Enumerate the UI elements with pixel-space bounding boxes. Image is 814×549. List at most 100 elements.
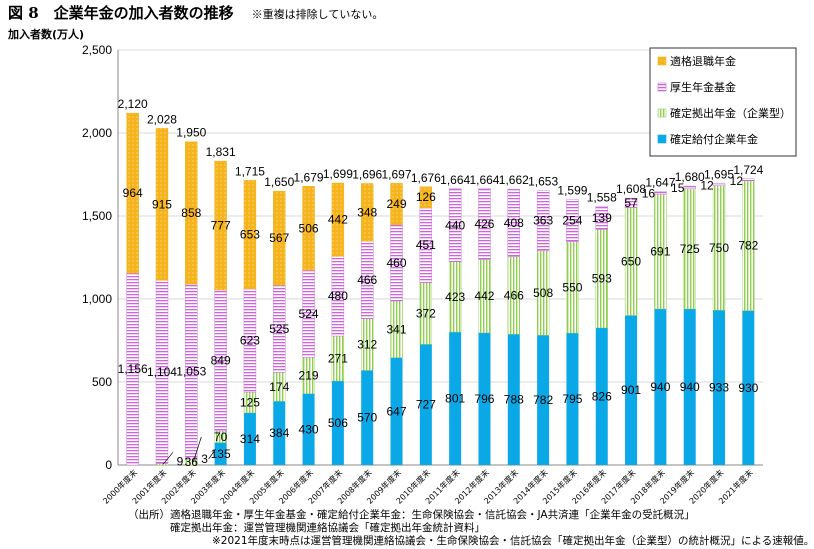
legend-label: 適格退職年金 [670,54,736,68]
data-label: 314 [240,432,260,446]
source-note-line: ※2021年度末時点は運営管理機関連絡協議会・生命保険協会・信託協会「確定拠出年… [128,535,814,547]
legend-swatch [657,56,667,66]
leader-line [208,448,216,460]
bar-segment [419,186,433,208]
data-label: 442 [474,289,494,303]
total-label: 1,664 [440,173,470,187]
bar-segment [243,412,256,465]
data-label: 451 [416,238,436,252]
total-label: 1,697 [382,167,412,181]
data-label: 426 [474,217,494,231]
bar-segment [448,188,462,263]
data-label: 466 [504,289,524,303]
bar-segment [742,310,755,465]
data-label: 593 [592,272,612,286]
total-label: 1,653 [528,175,558,189]
total-label: 1,950 [176,125,206,139]
data-label: 567 [269,231,289,245]
data-label: 796 [474,392,494,406]
data-label: 372 [416,306,436,320]
data-label: 430 [299,422,319,436]
y-tick-label: 0 [105,458,112,472]
figure-note: ※重複は排除していない。 [251,8,384,21]
data-label: 174 [269,380,289,394]
bar-segment [390,357,403,465]
total-label: 1,699 [323,167,353,181]
bar-segment [683,308,696,465]
y-tick-label: 500 [92,375,112,389]
data-label: 271 [328,352,348,366]
total-label: 1,679 [294,170,324,184]
total-label: 1,831 [206,145,236,159]
data-label: 858 [181,206,201,220]
data-label: 801 [445,392,465,406]
bar-segment [478,188,491,260]
bar-segment [595,327,608,465]
bar-segment [126,112,139,274]
bar-segment [361,370,374,465]
bar-segment [214,442,227,465]
data-label: 15 [671,181,685,195]
data-label: 480 [328,289,348,303]
y-axis-label: 加入者数(万人) [8,28,85,41]
data-label: 348 [357,205,377,219]
data-label: 1,053 [176,365,206,379]
data-label: 508 [533,286,553,300]
data-label: 826 [592,389,612,403]
y-tick-label: 2,500 [82,43,112,57]
bar-segment [185,141,198,285]
total-label: 1,680 [675,170,705,184]
source-note-line: 確定拠出年金：運営管理機関連絡協議会「確定拠出年金統計資料」 [128,522,485,534]
data-label: 524 [299,307,319,321]
data-label: 341 [387,322,407,336]
bar-segment [331,182,345,257]
data-label: 312 [357,337,377,351]
data-label: 550 [562,280,582,294]
data-label: 964 [123,186,143,200]
bar-segment [625,315,638,465]
bar-segment [566,199,579,242]
bar-segment [712,183,726,186]
total-label: 2,028 [147,112,177,126]
data-label: 460 [387,256,407,270]
bar-segment [155,463,169,466]
data-label: 782 [738,239,758,253]
bar-segment [361,183,374,242]
bar-segment [273,401,286,465]
bar-segment [713,310,726,465]
bar-segment [683,185,696,189]
data-label: 440 [445,218,465,232]
bar-segment [507,188,520,258]
total-label: 1,695 [704,168,734,182]
data-label: 940 [650,380,670,394]
total-label: 1,608 [616,182,646,196]
bar-segment [566,333,579,465]
data-label: 1,156 [118,362,148,376]
bar-segment [243,180,257,289]
data-label: 691 [650,245,670,259]
data-label: 525 [269,322,289,336]
data-label: 254 [562,214,582,228]
data-label: 647 [387,404,407,418]
figure-title-text: 図 8 企業年金の加入者数の推移 [8,4,234,22]
bar-segment [742,178,755,182]
data-label: 12 [700,179,714,193]
data-label: 249 [387,197,407,211]
data-label: 653 [240,228,260,242]
data-label: 219 [299,368,319,382]
bar-segment [331,381,344,465]
data-label: 36 [185,455,199,469]
data-label: 135 [211,447,231,461]
bar-segment [449,332,462,465]
data-label: 901 [621,383,641,397]
legend-label: 確定給付企業年金 [670,132,758,146]
source-note-line: （出所）適格退職年金・厚生年金基金・確定給付企業年金：生命保険協会・信託協会・J… [128,509,695,521]
data-label: 70 [214,430,228,444]
total-label: 1,647 [645,176,675,190]
data-label: 12 [730,174,744,188]
data-label: 3 [201,452,208,466]
data-label: 777 [211,219,231,233]
total-label: 1,715 [235,164,265,178]
total-label: 2,120 [118,97,148,111]
